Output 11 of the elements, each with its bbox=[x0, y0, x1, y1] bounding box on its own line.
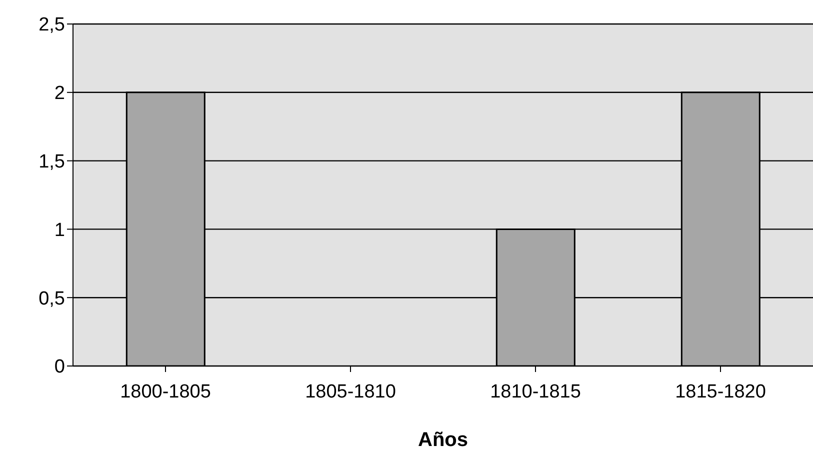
y-tick-label: 0 bbox=[54, 356, 65, 378]
y-tick-label: 2 bbox=[54, 83, 65, 104]
x-tick-label: 1810-1815 bbox=[490, 381, 581, 402]
y-tick-label: 0,5 bbox=[38, 288, 65, 310]
x-tick-label: 1800-1805 bbox=[120, 381, 211, 402]
y-tick-label: 1,5 bbox=[38, 152, 65, 173]
y-tick-label: 2,5 bbox=[38, 14, 65, 36]
x-tick-label: 1815-1820 bbox=[675, 381, 766, 402]
x-tick-label: 1805-1810 bbox=[305, 381, 396, 402]
y-tick-label: 1 bbox=[54, 220, 65, 241]
x-axis-title: Años bbox=[418, 429, 468, 451]
